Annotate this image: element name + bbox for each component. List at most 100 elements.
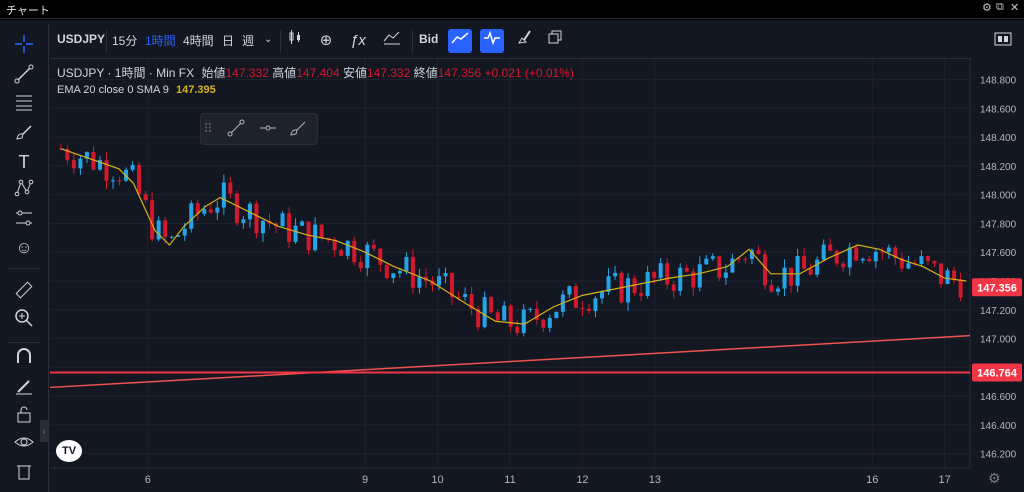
settings-icon[interactable]: ⚙: [982, 2, 992, 14]
indicator-label: EMA 20 close 0 SMA 9: [57, 84, 169, 96]
candle-body: [547, 318, 552, 328]
candle-body: [182, 228, 187, 236]
candles-icon[interactable]: [283, 29, 307, 53]
crosshair-icon[interactable]: [12, 34, 36, 58]
candle-body: [384, 264, 389, 279]
popout-icon[interactable]: ⧉: [996, 1, 1004, 13]
float-trendline-icon[interactable]: [225, 119, 247, 139]
window-title: チャート: [6, 5, 50, 17]
interval-15m[interactable]: 15分: [112, 34, 138, 48]
candle-body: [939, 263, 944, 284]
ruler-tool-icon[interactable]: [12, 280, 36, 304]
close-icon[interactable]: ✕: [1010, 2, 1020, 14]
candle-body: [710, 256, 715, 259]
y-tick-label: 147.600: [980, 248, 1017, 259]
candle-body: [593, 298, 598, 312]
interval-4h[interactable]: 4時間: [183, 34, 214, 48]
candle-body: [313, 224, 318, 251]
float-hline-icon[interactable]: [257, 119, 279, 139]
candle-body: [150, 200, 155, 240]
layout-select-icon[interactable]: [992, 30, 1016, 54]
candle-body: [697, 264, 702, 288]
drag-handle-icon[interactable]: ⠿: [203, 121, 213, 136]
interval-1h[interactable]: 1時間: [145, 34, 176, 48]
pattern-tool-icon[interactable]: [12, 178, 36, 202]
candle-body: [808, 268, 813, 275]
candle-body: [502, 305, 507, 321]
candle-body: [234, 193, 239, 223]
low-label: 安値: [342, 66, 367, 80]
candle-body: [658, 263, 663, 279]
add-compare-icon[interactable]: ⊕: [319, 32, 333, 49]
y-tick-label: 148.800: [980, 76, 1017, 87]
candle-body: [834, 250, 839, 264]
interval-day[interactable]: 日: [222, 34, 235, 48]
templates-icon[interactable]: [380, 29, 404, 53]
candle-body: [241, 219, 246, 223]
stay-drawing-icon[interactable]: [12, 376, 36, 400]
candle-body: [932, 261, 937, 264]
candle-body: [463, 294, 468, 297]
high-value: 147.404: [296, 66, 340, 80]
candle-body: [606, 276, 611, 292]
lock-icon[interactable]: [12, 404, 36, 428]
candle-body: [195, 203, 200, 214]
trendline-tool-icon[interactable]: [12, 64, 36, 88]
candle-body: [743, 258, 748, 260]
brush-icon[interactable]: [512, 29, 536, 53]
candle-body: [893, 247, 898, 258]
indicator-legend[interactable]: EMA 20 close 0 SMA 9 147.395: [57, 84, 216, 96]
fib-tool-icon[interactable]: [12, 92, 36, 116]
symbol-search[interactable]: USDJPY: [57, 32, 106, 46]
candle-body: [534, 308, 539, 320]
zoom-in-icon[interactable]: [12, 308, 36, 332]
candle-body: [247, 203, 252, 220]
candle-body: [71, 160, 76, 169]
chevron-down-icon[interactable]: ⌄: [264, 34, 273, 45]
gear-icon[interactable]: ⚙: [988, 470, 1001, 486]
top-toolbar: USDJPY 15分 1時間 4時間 日 週 ⌄ ⊕ ƒx Bid: [50, 24, 970, 59]
projection-tool-icon[interactable]: [12, 208, 36, 232]
candle-body: [586, 308, 591, 312]
brush-tool-icon[interactable]: [12, 122, 36, 146]
price-label-text: 147.356: [977, 282, 1017, 294]
candle-body: [169, 236, 174, 238]
candle-body: [678, 267, 683, 291]
candle-body: [332, 239, 337, 251]
candle-body: [528, 308, 533, 310]
x-tick-label: 13: [649, 474, 661, 486]
text-tool-icon[interactable]: T: [18, 152, 30, 172]
candle-body: [684, 267, 689, 272]
candle-body: [899, 257, 904, 269]
change-value: +0.021 (+0.01%): [484, 66, 574, 80]
x-tick-label: 17: [939, 474, 951, 486]
candle-body: [821, 244, 826, 260]
candle-body: [828, 244, 833, 251]
price-label-text: 146.764: [977, 367, 1018, 379]
candle-body: [215, 207, 220, 213]
float-brush-icon[interactable]: [287, 119, 309, 139]
price-label-box: [972, 278, 1022, 297]
candle-body: [730, 258, 735, 273]
bid-button[interactable]: Bid: [419, 32, 439, 46]
candle-body: [228, 182, 233, 194]
x-tick-label: 16: [866, 474, 878, 486]
interval-week[interactable]: 週: [242, 34, 255, 48]
layout-icon[interactable]: [543, 29, 567, 53]
line-chart-icon[interactable]: [448, 29, 472, 53]
y-tick-label: 148.400: [980, 133, 1017, 144]
candle-body: [391, 273, 396, 279]
candle-body: [769, 285, 774, 292]
candle-body: [521, 309, 526, 334]
emoji-tool-icon[interactable]: ☺: [15, 238, 33, 257]
candle-body: [665, 263, 670, 285]
collapse-toolbar-icon[interactable]: ‹: [40, 420, 48, 442]
trash-icon[interactable]: [12, 460, 36, 484]
candle-body: [143, 194, 148, 201]
eye-icon[interactable]: [12, 432, 36, 456]
candle-body: [847, 247, 852, 268]
magnet-icon[interactable]: [12, 346, 36, 370]
wave-icon[interactable]: [480, 29, 504, 53]
candle-body: [221, 182, 226, 208]
indicators-fx-icon[interactable]: ƒx: [350, 32, 366, 49]
